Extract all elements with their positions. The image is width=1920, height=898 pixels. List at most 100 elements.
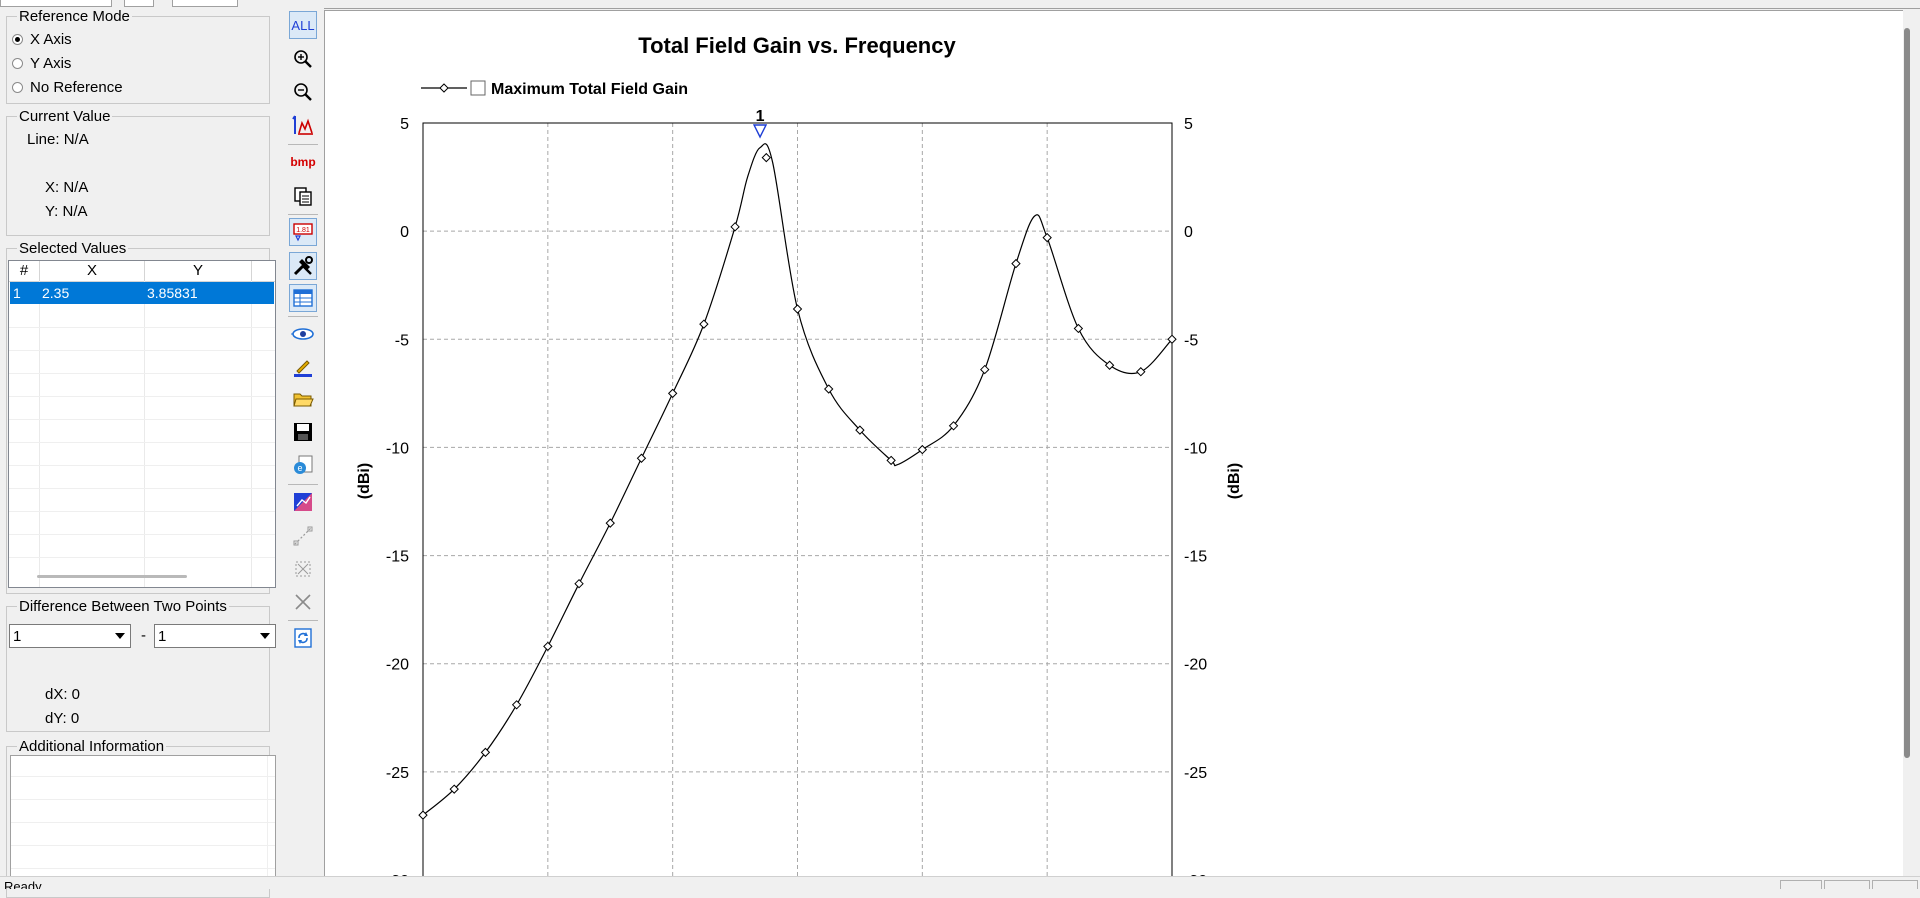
selected-values-list[interactable]: # X Y 1 2.35 3.85831	[8, 260, 276, 588]
data-point[interactable]	[1104, 360, 1115, 370]
y-tick-label-right: -25	[1184, 765, 1207, 782]
svg-text:e: e	[297, 463, 302, 473]
current-line: Line: N/A	[27, 131, 89, 148]
top-tab[interactable]	[172, 0, 238, 7]
data-point[interactable]	[917, 444, 928, 455]
data-point[interactable]	[574, 578, 584, 589]
select-region-button[interactable]	[289, 555, 317, 583]
data-point[interactable]	[667, 388, 678, 399]
series-points	[418, 152, 1177, 820]
column-header-x[interactable]: X	[40, 261, 145, 281]
y-tick-label-left: 0	[400, 224, 409, 241]
data-point[interactable]	[543, 641, 553, 652]
marker-label: 1	[756, 108, 765, 125]
table-button[interactable]	[289, 284, 317, 312]
data-point[interactable]	[730, 222, 740, 232]
delete-button[interactable]	[289, 588, 317, 616]
status-text: Ready	[4, 879, 42, 889]
marker-button[interactable]: 1.81	[289, 218, 317, 246]
web-export-button[interactable]: e	[289, 451, 317, 479]
data-point[interactable]	[636, 453, 647, 463]
data-point[interactable]	[980, 364, 990, 375]
data-point[interactable]	[1042, 232, 1052, 243]
save-button[interactable]	[289, 418, 317, 446]
radio-button[interactable]	[12, 58, 23, 69]
data-point[interactable]	[511, 700, 522, 710]
open-folder-button[interactable]	[289, 385, 317, 413]
pen-button[interactable]	[289, 353, 317, 381]
legend-marker-icon	[439, 83, 449, 93]
y-tick-label-right: -20	[1184, 657, 1207, 674]
zoom-out-button[interactable]	[289, 78, 317, 106]
table-row[interactable]: 1 2.35 3.85831	[10, 282, 274, 304]
radio-no-reference[interactable]: No Reference	[12, 79, 123, 96]
data-point[interactable]	[1167, 334, 1177, 344]
zoom-out-icon	[294, 83, 312, 101]
current-value-title: Current Value	[19, 108, 111, 125]
y-tick-label-left: -10	[386, 440, 409, 457]
y-axis-label-right: (dBi)	[1226, 463, 1243, 499]
additional-info-list[interactable]	[10, 755, 276, 883]
axis-scale-button[interactable]	[289, 111, 317, 139]
cell-x: 2.35	[42, 285, 70, 301]
data-point[interactable]	[1073, 323, 1084, 334]
total-field-gain-chart[interactable]: Total Field Gain vs. Frequency Maximum T…	[325, 11, 1895, 877]
radio-button[interactable]	[12, 34, 23, 45]
data-point[interactable]	[886, 455, 896, 466]
y-tick-label-left: -5	[395, 332, 409, 349]
current-y: Y: N/A	[45, 203, 88, 220]
difference-dy: dY: 0	[45, 710, 80, 727]
radio-x-axis[interactable]: X Axis	[12, 31, 72, 48]
data-point[interactable]	[699, 319, 709, 329]
data-point[interactable]	[1011, 258, 1021, 269]
copy-button[interactable]	[289, 182, 317, 210]
y-tick-label-right: 0	[1184, 224, 1193, 241]
data-point[interactable]	[761, 152, 771, 163]
radio-y-axis[interactable]: Y Axis	[12, 55, 71, 72]
difference-from-select[interactable]: 1	[9, 624, 131, 648]
chevron-down-icon[interactable]	[110, 625, 130, 647]
y-tick-label-left: -25	[386, 765, 409, 782]
chart-toolbar: ALL bmp 1.81 e	[284, 8, 324, 878]
color-fill-icon	[294, 493, 312, 511]
chevron-down-icon[interactable]	[255, 625, 275, 647]
tools-icon	[293, 256, 313, 276]
radio-button[interactable]	[12, 82, 23, 93]
chart-area[interactable]: Total Field Gain vs. Frequency Maximum T…	[324, 10, 1903, 877]
zoom-in-button[interactable]	[289, 45, 317, 73]
data-point[interactable]	[449, 784, 459, 794]
vertical-scrollbar[interactable]	[1904, 28, 1910, 758]
left-panel: Reference Mode X Axis Y Axis No Referenc…	[0, 8, 284, 898]
data-point[interactable]	[792, 304, 803, 314]
data-point[interactable]	[948, 421, 959, 431]
color-fill-button[interactable]	[289, 488, 317, 516]
top-tab[interactable]	[0, 0, 112, 7]
horizontal-scrollbar[interactable]	[37, 575, 187, 578]
legend-checkbox[interactable]	[470, 80, 486, 96]
web-export-icon: e	[294, 455, 313, 474]
difference-title: Difference Between Two Points	[19, 598, 227, 615]
data-point[interactable]	[418, 810, 428, 820]
table-icon	[293, 289, 313, 307]
top-tab[interactable]	[124, 0, 154, 7]
data-point[interactable]	[605, 518, 615, 528]
data-point[interactable]	[855, 425, 865, 435]
show-all-button[interactable]: ALL	[289, 11, 317, 39]
tools-button[interactable]	[289, 252, 317, 280]
data-point[interactable]	[824, 384, 834, 394]
difference-dx: dX: 0	[45, 686, 81, 703]
column-header-num[interactable]: #	[9, 261, 40, 281]
column-header-y[interactable]: Y	[145, 261, 252, 281]
data-point[interactable]	[480, 747, 491, 758]
refresh-button[interactable]	[289, 624, 317, 652]
difference-to-select[interactable]: 1	[154, 624, 276, 648]
y-tick-label-left: -20	[386, 657, 409, 674]
selection-marker[interactable]: 1	[752, 108, 768, 139]
export-bmp-button[interactable]: bmp	[289, 148, 317, 176]
current-x: X: N/A	[45, 179, 89, 196]
view-button[interactable]	[289, 320, 317, 348]
resize-button[interactable]	[289, 522, 317, 550]
marker-triangle-icon	[752, 124, 768, 139]
legend[interactable]: Maximum Total Field Gain	[421, 80, 688, 98]
data-point[interactable]	[1136, 367, 1146, 377]
